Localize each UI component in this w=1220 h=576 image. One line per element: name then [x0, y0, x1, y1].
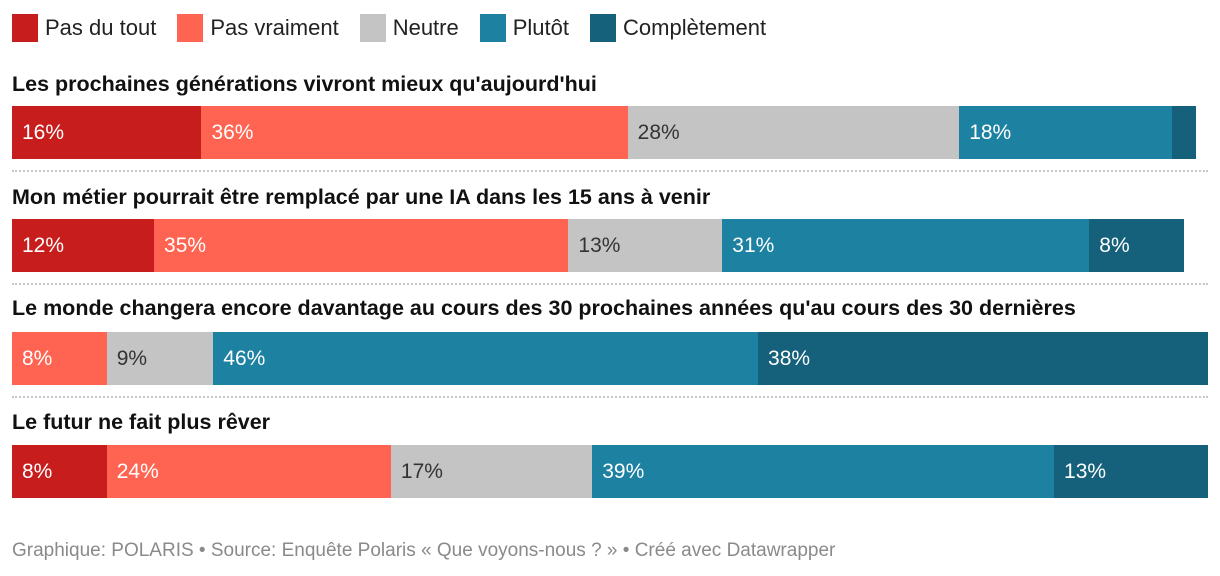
- row-title: Les prochaines générations vivront mieux…: [12, 72, 597, 96]
- row-title: Le futur ne fait plus rêver: [12, 410, 271, 434]
- legend-item-completement: Complètement: [590, 14, 766, 42]
- legend-swatch: [479, 14, 506, 42]
- bar-segment-neutre: 13%: [568, 219, 723, 272]
- data-label: 17%: [400, 459, 443, 483]
- bar-segment-plutot: 39%: [592, 445, 1055, 498]
- legend-swatch: [359, 14, 386, 42]
- data-label: 38%: [768, 346, 811, 370]
- bar-segment-pas-vraiment: 36%: [201, 106, 628, 159]
- data-label: 31%: [732, 233, 775, 257]
- data-label: 35%: [164, 233, 207, 257]
- bar-segment-completement: 8%: [1089, 219, 1184, 272]
- bar-segment-neutre: 28%: [627, 106, 960, 159]
- bar-row: 12% 35% 13% 31% 8%: [12, 219, 1184, 272]
- bar-row: 8% 24% 17% 39% 13%: [12, 445, 1208, 498]
- bar-segment-plutot: 18%: [959, 106, 1173, 159]
- bar-row: 8% 9% 46% 38%: [12, 332, 1208, 385]
- bar-segment-pas-vraiment: 8%: [12, 332, 107, 385]
- row-separator: [12, 283, 1208, 285]
- legend-item-pas-vraiment: Pas vraiment: [177, 14, 339, 42]
- data-label: 24%: [116, 459, 159, 483]
- data-label: 9%: [116, 346, 148, 370]
- data-label: 18%: [969, 120, 1012, 144]
- bar-segment-plutot: 46%: [213, 332, 758, 385]
- legend-label: Pas vraiment: [210, 15, 339, 40]
- legend-label: Pas du tout: [45, 15, 157, 40]
- data-label: 12%: [22, 233, 65, 257]
- data-label: 16%: [22, 120, 65, 144]
- data-label: 8%: [1099, 233, 1130, 257]
- bar-segment-pas-du-tout: 16%: [12, 106, 202, 159]
- data-label: 13%: [578, 233, 621, 257]
- legend-swatch: [590, 14, 617, 42]
- legend-swatch: [12, 14, 38, 42]
- bar-segment-pas-du-tout: 12%: [12, 219, 155, 272]
- data-label: 13%: [1064, 459, 1107, 483]
- bar-segment-plutot: 31%: [722, 219, 1090, 272]
- data-label: 39%: [602, 459, 645, 483]
- bar-segment-pas-du-tout: 8%: [12, 445, 107, 498]
- bar-segment-neutre: 17%: [390, 445, 593, 498]
- legend-label: Plutôt: [512, 15, 570, 40]
- data-label: 8%: [22, 459, 53, 483]
- bar-segment-completement: [1172, 106, 1196, 159]
- row-separator: [12, 396, 1208, 398]
- data-label: 8%: [22, 346, 53, 370]
- bar-segment-completement: 13%: [1054, 445, 1208, 498]
- bar-segment-pas-vraiment: 24%: [106, 445, 391, 498]
- data-label: 28%: [637, 120, 680, 144]
- row-title: Mon métier pourrait être remplacé par un…: [12, 185, 711, 209]
- bar-segment-pas-vraiment: 35%: [154, 219, 569, 272]
- data-label: 36%: [211, 120, 254, 144]
- legend-label: Neutre: [392, 15, 459, 40]
- legend-item-pas-du-tout: Pas du tout: [12, 14, 156, 42]
- bar-row: 16% 36% 28% 18%: [12, 106, 1196, 159]
- row-separator: [12, 170, 1208, 172]
- bar-segment-completement: 38%: [758, 332, 1208, 385]
- data-label: 46%: [223, 346, 266, 370]
- row-title: Le monde changera encore davantage au co…: [12, 296, 1076, 320]
- legend-item-plutot: Plutôt: [479, 14, 570, 42]
- legend-swatch: [177, 14, 204, 42]
- legend-label: Complètement: [623, 15, 767, 40]
- chart-legend: Pas du tout Pas vraiment Neutre Plutôt Compl…: [12, 13, 787, 43]
- chart-footer: Graphique: POLARIS • Source: Enquête Pol…: [12, 540, 836, 561]
- legend-item-neutre: Neutre: [359, 14, 459, 42]
- bar-segment-neutre: 9%: [106, 332, 214, 385]
